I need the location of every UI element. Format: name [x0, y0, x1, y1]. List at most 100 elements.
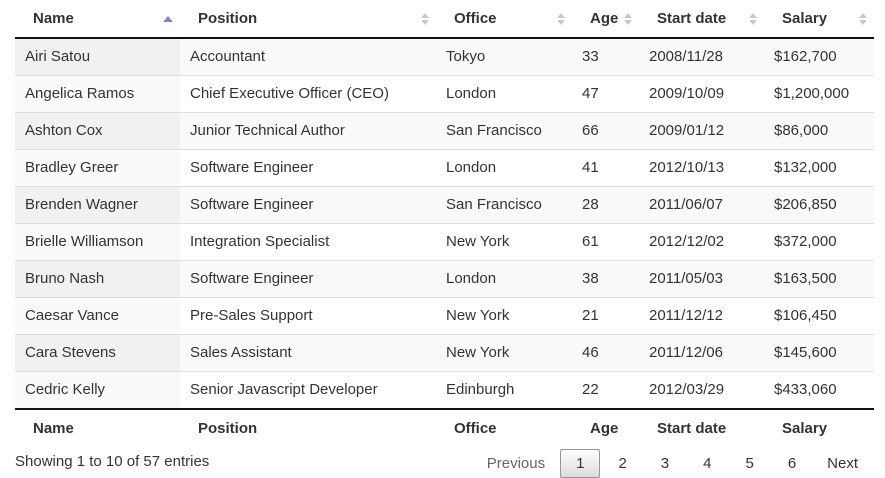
column-header-salary[interactable]: Salary — [764, 0, 874, 39]
cell-salary: $162,700 — [774, 48, 837, 65]
footer-header-start-date: Start date — [639, 408, 764, 448]
sort-both-icon — [749, 12, 757, 25]
table-row: Angelica Ramos Chief Executive Officer (C… — [15, 75, 874, 113]
header-row: Name Position Office Age Start date — [15, 0, 874, 39]
cell-office: San Francisco — [436, 112, 572, 150]
cell-start-date: 2009/01/12 — [639, 112, 764, 150]
cell-start-date: 2011/12/12 — [639, 297, 764, 335]
cell-name: Cedric Kelly — [15, 371, 180, 409]
cell-office: London — [436, 149, 572, 187]
table-row: Brenden Wagner Software Engineer San Franc… — [15, 186, 874, 224]
cell-position: Software Engineer — [180, 186, 436, 224]
cell-office: Tokyo — [446, 48, 486, 65]
cell-office: London — [436, 75, 572, 113]
cell-age: 41 — [572, 149, 639, 187]
cell-start-date: 2011/05/03 — [639, 260, 764, 298]
cell-office: Edinburgh — [436, 371, 572, 409]
cell-position: Software Engineer — [180, 260, 436, 298]
cell-salary: $163,500 — [764, 260, 874, 298]
cell-position: Chief Executive Officer (CEO) — [180, 75, 436, 113]
cell-start-date: 2012/03/29 — [639, 371, 764, 409]
cell-office: New York — [436, 223, 572, 261]
cell-name: Cara Stevens — [15, 334, 180, 372]
cell-start-date: 2011/12/06 — [639, 334, 764, 372]
sort-both-icon — [624, 12, 632, 25]
column-header-name[interactable]: Name — [15, 0, 180, 39]
column-header-label: Position — [198, 10, 258, 27]
column-header-label: Office — [454, 10, 497, 27]
cell-age: 33 — [582, 48, 599, 65]
footer-header-office: Office — [436, 408, 572, 448]
footer-header-age: Age — [572, 408, 639, 448]
cell-salary: $132,000 — [764, 149, 874, 187]
employees-table: Name Position Office Age Start date — [15, 0, 874, 448]
cell-salary: $433,060 — [764, 371, 874, 409]
footer-header-position: Position — [180, 408, 436, 448]
table-row: Cedric Kelly Senior Javascript Developer E… — [15, 371, 874, 409]
table-row: Brielle Williamson Integration Specialist… — [15, 223, 874, 261]
cell-name: Ashton Cox — [15, 112, 180, 150]
column-header-office[interactable]: Office — [436, 0, 572, 39]
table-footer: Name Position Office Age Start date Sala… — [15, 408, 874, 448]
cell-age: 47 — [572, 75, 639, 113]
cell-start-date: 2011/06/07 — [639, 186, 764, 224]
cell-salary: $372,000 — [764, 223, 874, 261]
cell-salary: $106,450 — [764, 297, 874, 335]
sort-both-icon — [557, 12, 565, 25]
table-row: Bradley Greer Software Engineer London 41 20… — [15, 149, 874, 187]
entries-info: Showing 1 to 10 of 57 entries — [15, 453, 210, 470]
table-row: Cara Stevens Sales Assistant New York 46 201… — [15, 334, 874, 372]
cell-start-date: 2009/10/09 — [639, 75, 764, 113]
cell-salary: $1,200,000 — [764, 75, 874, 113]
cell-name: Brenden Wagner — [15, 186, 180, 224]
cell-position: Senior Javascript Developer — [180, 371, 436, 409]
table-row: Bruno Nash Software Engineer London 38 2011/… — [15, 260, 874, 298]
column-header-label: Name — [33, 10, 74, 27]
table-body: Airi Satou Accountant Tokyo 33 2008/11/28 $16… — [15, 38, 874, 409]
cell-name: Airi Satou — [15, 38, 180, 76]
cell-start-date: 2008/11/28 — [649, 48, 723, 65]
cell-position: Software Engineer — [180, 149, 436, 187]
sort-both-icon — [859, 12, 867, 25]
datatable-wrapper: Name Position Office Age Start date — [15, 0, 874, 448]
cell-name: Angelica Ramos — [15, 75, 180, 113]
column-header-label: Age — [590, 10, 619, 27]
cell-name: Brielle Williamson — [15, 223, 180, 261]
column-header-position[interactable]: Position — [180, 0, 436, 39]
column-header-age[interactable]: Age — [572, 0, 639, 39]
cell-age: 46 — [572, 334, 639, 372]
cell-position: Integration Specialist — [180, 223, 436, 261]
cell-office: New York — [436, 297, 572, 335]
column-header-label: Start date — [657, 10, 727, 27]
cell-age: 22 — [572, 371, 639, 409]
cell-office: San Francisco — [436, 186, 572, 224]
cell-name: Bradley Greer — [15, 149, 180, 187]
table-row: Airi Satou Accountant Tokyo 33 2008/11/28 $16… — [15, 38, 874, 76]
cell-position: Sales Assistant — [180, 334, 436, 372]
cell-salary: $206,850 — [764, 186, 874, 224]
cell-position: Junior Technical Author — [180, 112, 436, 150]
table-row: Ashton Cox Junior Technical Author San Fra… — [15, 112, 874, 150]
cell-age: 28 — [572, 186, 639, 224]
footer-header-salary: Salary — [764, 408, 874, 448]
cell-position: Accountant — [190, 48, 266, 65]
cell-name: Bruno Nash — [15, 260, 180, 298]
footer-row: Name Position Office Age Start date Sala… — [15, 408, 874, 448]
column-header-start-date[interactable]: Start date — [639, 0, 764, 39]
cell-age: 66 — [572, 112, 639, 150]
cell-salary: $86,000 — [764, 112, 874, 150]
cell-office: London — [436, 260, 572, 298]
cell-office: New York — [436, 334, 572, 372]
cell-start-date: 2012/10/13 — [639, 149, 764, 187]
table-header: Name Position Office Age Start date — [15, 0, 874, 39]
cell-age: 38 — [572, 260, 639, 298]
cell-position: Pre-Sales Support — [180, 297, 436, 335]
sort-both-icon — [421, 12, 429, 25]
cell-name: Caesar Vance — [15, 297, 180, 335]
table-row: Caesar Vance Pre-Sales Support New York 21 2… — [15, 297, 874, 335]
column-header-label: Salary — [782, 10, 828, 27]
cell-salary: $145,600 — [764, 334, 874, 372]
cell-age: 21 — [572, 297, 639, 335]
sort-ascending-icon — [163, 15, 173, 22]
footer-header-name: Name — [15, 408, 180, 448]
